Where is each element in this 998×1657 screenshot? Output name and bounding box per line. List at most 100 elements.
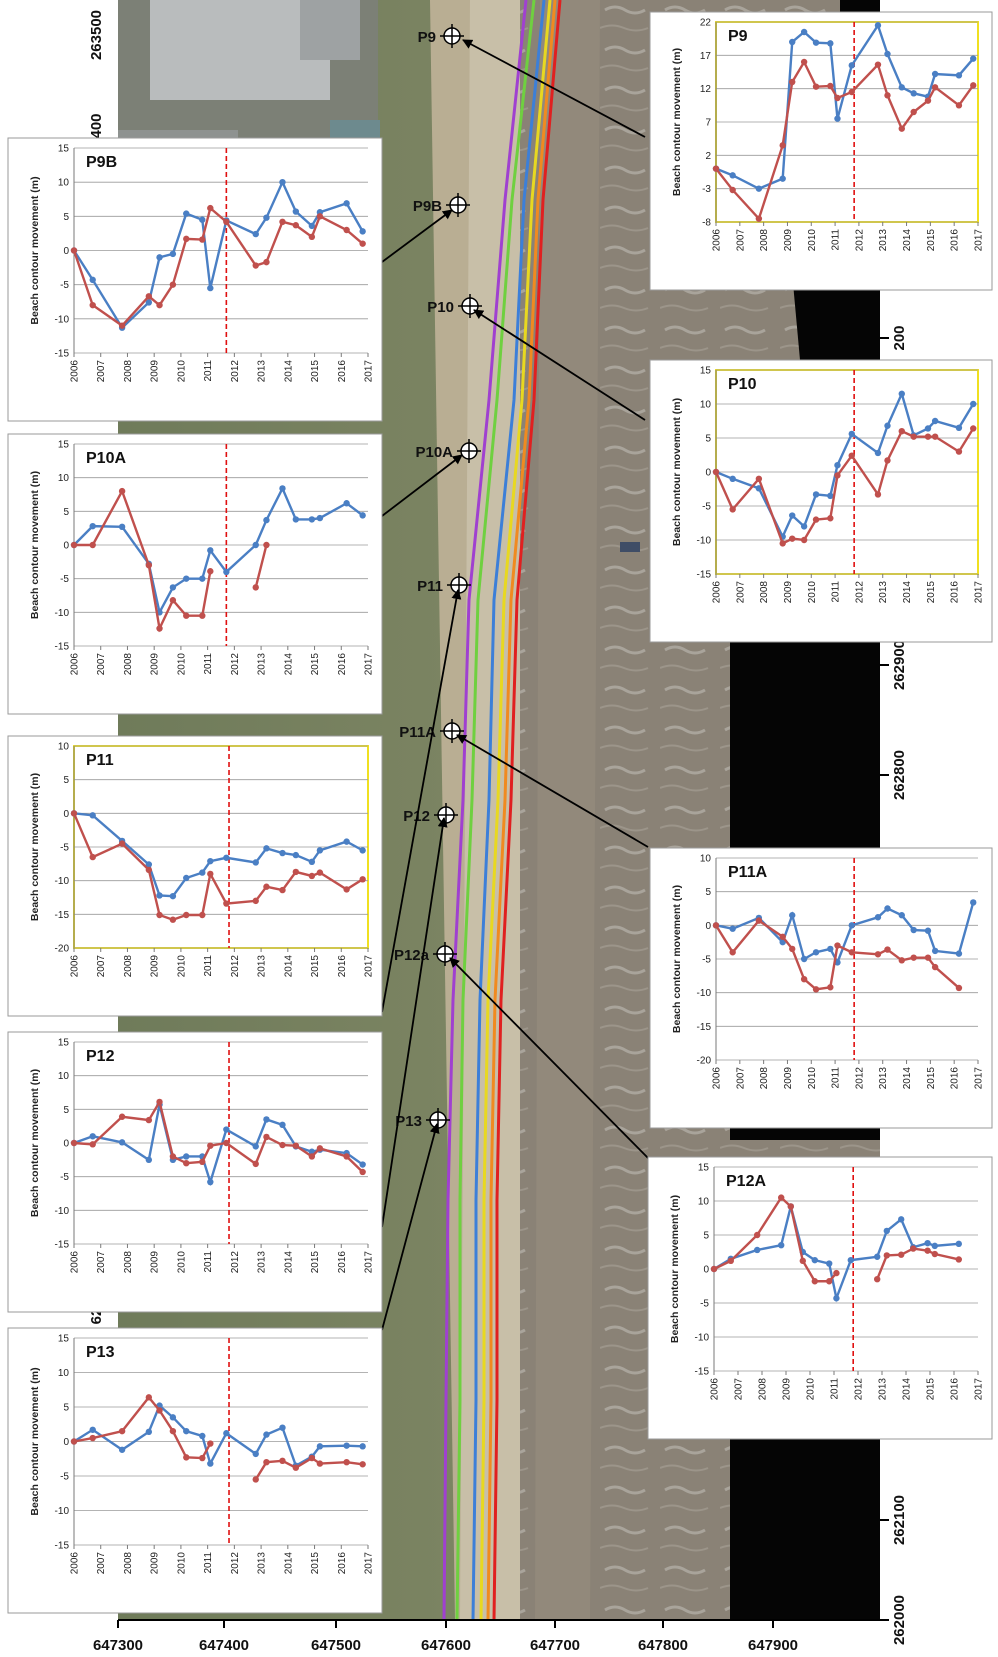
- data-point: [279, 1121, 286, 1129]
- data-point: [145, 299, 153, 306]
- data-point: [156, 1407, 163, 1414]
- title-background: [724, 24, 758, 44]
- data-point: [827, 492, 834, 499]
- x-tick-label: 2007: [96, 955, 107, 978]
- x-tick-label: 2008: [759, 1067, 770, 1090]
- yellow-contour-line: [479, 0, 552, 1621]
- data-point: [712, 922, 720, 929]
- series-red: [710, 1194, 962, 1285]
- data-point: [223, 900, 230, 907]
- data-point: [834, 462, 841, 469]
- x-tick-label: 2009: [783, 1067, 794, 1090]
- data-point: [779, 933, 786, 940]
- data-point: [169, 1153, 177, 1160]
- data-point: [924, 1247, 931, 1254]
- y-tick-label: 5: [705, 887, 711, 898]
- data-point: [89, 276, 96, 284]
- x-tick-label: 2016: [337, 1251, 348, 1274]
- x-tick-label: 2009: [150, 955, 161, 978]
- x-tick-label: 2014: [283, 955, 294, 978]
- y-axis-label: Beach contour movement (m): [671, 48, 683, 196]
- x-tick-label: 2016: [950, 1378, 961, 1401]
- x-tick-label: 2007: [96, 653, 107, 676]
- data-point: [848, 922, 855, 929]
- data-point: [827, 515, 834, 522]
- data-point: [359, 1168, 366, 1176]
- x-tick-label: 2012: [230, 653, 241, 676]
- data-point: [834, 94, 841, 102]
- data-point: [343, 1459, 350, 1466]
- profile-marker: P11: [417, 573, 471, 597]
- x-tick-label: 2009: [783, 229, 794, 252]
- x-tick-label: 2008: [123, 653, 134, 676]
- x-tick-label: 2012: [854, 581, 865, 604]
- x-tick-label: 2012: [230, 360, 241, 383]
- x-tick-label: 2010: [176, 653, 187, 676]
- x-tick-label: 2009: [150, 360, 161, 383]
- data-point: [316, 514, 324, 522]
- data-point: [316, 847, 324, 854]
- data-point: [827, 945, 834, 953]
- red-contour-line: [492, 0, 562, 1621]
- y-tick-label: -10: [697, 536, 712, 547]
- data-point: [779, 540, 786, 547]
- data-point: [910, 926, 917, 934]
- data-point: [359, 1161, 366, 1168]
- x-tick-label: 2017: [364, 653, 375, 676]
- data-point: [118, 1139, 126, 1146]
- data-point: [279, 849, 286, 857]
- x-tick-label: 2017: [364, 955, 375, 978]
- x-tick-label: 2011: [203, 955, 214, 977]
- profile-label: P10: [427, 299, 454, 316]
- data-point: [199, 575, 206, 582]
- data-point: [70, 810, 78, 817]
- x-tick-label: 2013: [257, 1552, 268, 1575]
- map-x-tick-label: 647900: [748, 1637, 798, 1654]
- x-tick-label: 2015: [310, 653, 321, 676]
- data-point: [812, 949, 820, 956]
- data-point: [169, 1414, 177, 1421]
- data-point: [931, 433, 939, 440]
- data-point: [359, 1443, 366, 1450]
- data-point: [308, 858, 316, 866]
- series-red: [712, 917, 963, 993]
- data-point: [755, 917, 763, 924]
- data-point: [884, 946, 891, 953]
- y-tick-label: -10: [55, 1506, 70, 1517]
- x-tick-label: 2013: [257, 360, 268, 383]
- data-point: [931, 70, 939, 78]
- data-point: [755, 185, 763, 192]
- title-background: [724, 372, 770, 392]
- data-point: [359, 1461, 366, 1468]
- chart-panel-p9b: -15 -10 -5 0 5 10 15 2006 2007 2008 2009 2010 2011 20…: [7, 137, 383, 422]
- chart-title: P11A: [728, 864, 768, 881]
- data-point: [252, 230, 259, 238]
- x-tick-label: 2006: [70, 955, 81, 978]
- data-point: [145, 1116, 153, 1124]
- data-point: [145, 293, 153, 300]
- map-x-tick-label: 647400: [199, 1637, 249, 1654]
- x-tick-label: 2013: [257, 1251, 268, 1274]
- data-point: [931, 1242, 938, 1250]
- data-point: [789, 535, 796, 542]
- data-point: [898, 390, 905, 397]
- chart-panels: -8 -3 2 7 12 17 22 2006 2007 2008 2009 2010 2011 2012…: [7, 11, 993, 1614]
- data-point: [884, 50, 891, 58]
- x-tick-label: 2008: [123, 955, 134, 978]
- data-point: [279, 1141, 286, 1149]
- y-axis-label: Beach contour movement (m): [29, 773, 41, 921]
- data-point: [145, 866, 153, 874]
- data-point: [955, 72, 963, 79]
- data-point: [118, 322, 126, 329]
- x-tick-label: 2017: [974, 1067, 985, 1090]
- data-point: [910, 433, 917, 440]
- map-y-tick-label: 262800: [891, 750, 908, 800]
- data-point: [812, 491, 820, 498]
- data-point: [955, 424, 963, 431]
- data-point: [308, 1153, 316, 1160]
- data-point: [729, 186, 736, 194]
- y-tick-label: 5: [705, 434, 711, 445]
- data-point: [874, 1276, 881, 1283]
- data-point: [183, 1160, 190, 1167]
- data-point: [789, 912, 796, 919]
